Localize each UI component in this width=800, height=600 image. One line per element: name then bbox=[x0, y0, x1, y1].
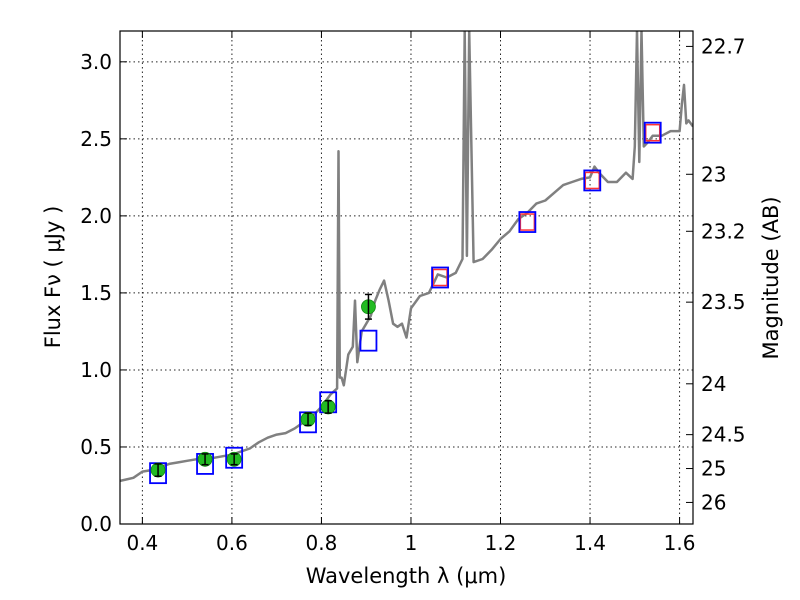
x-axis-label: Wavelength λ (μm) bbox=[306, 564, 507, 588]
spectrum-line bbox=[120, 31, 693, 483]
right-tick-label: 23 bbox=[701, 162, 726, 186]
y-tick-label: 1.0 bbox=[80, 358, 112, 382]
blue-square-marker bbox=[583, 169, 602, 192]
x-tick-label: 1.2 bbox=[485, 531, 517, 555]
tick-labels: 0.4 0.6 0.8 1 1.2 1.4 1.6 0.0 0.5 1.0 1.5 2.0 2.5 3.0… bbox=[80, 34, 745, 555]
x-tick-label: 1.4 bbox=[574, 531, 606, 555]
x-tick-label: 0.8 bbox=[306, 531, 338, 555]
right-tick-label: 23.2 bbox=[701, 219, 746, 243]
y-axis-label: Flux Fν ( μJy ) bbox=[41, 206, 65, 349]
plot-series bbox=[120, 31, 693, 485]
right-tick-label: 24.5 bbox=[701, 423, 746, 447]
red-square-marker bbox=[519, 213, 536, 231]
right-tick-label: 26 bbox=[701, 490, 726, 514]
blue-square-marker bbox=[518, 211, 537, 233]
x-tick-label: 0.6 bbox=[216, 531, 248, 555]
right-tick-label: 22.7 bbox=[701, 34, 746, 58]
y-tick-label: 3.0 bbox=[80, 50, 112, 74]
x-tick-label: 0.4 bbox=[126, 531, 158, 555]
blue-square-marker bbox=[431, 266, 449, 289]
x-tick-label: 1.6 bbox=[664, 531, 696, 555]
blue-square-marker bbox=[359, 329, 378, 352]
red-square-marker bbox=[432, 268, 448, 287]
y-tick-label: 2.0 bbox=[80, 204, 112, 228]
y-tick-label: 2.5 bbox=[80, 127, 112, 151]
plot-frame bbox=[119, 30, 694, 525]
right-tick-label: 23.5 bbox=[701, 290, 746, 314]
red-square-marker bbox=[644, 123, 661, 142]
right-axis-label: Magnitude (AB) bbox=[759, 196, 783, 359]
axis-ticks bbox=[120, 31, 693, 525]
blue-square-marker bbox=[225, 446, 244, 469]
grid-lines bbox=[120, 31, 693, 525]
y-tick-label: 0.0 bbox=[80, 512, 112, 536]
y-tick-label: 1.5 bbox=[80, 281, 112, 305]
red-square-marker bbox=[584, 171, 601, 190]
right-tick-label: 25 bbox=[701, 457, 726, 481]
blue-square-marker bbox=[643, 121, 662, 144]
x-tick-label: 1 bbox=[405, 531, 418, 555]
y-tick-label: 0.5 bbox=[80, 435, 112, 459]
right-tick-label: 24 bbox=[701, 372, 726, 396]
